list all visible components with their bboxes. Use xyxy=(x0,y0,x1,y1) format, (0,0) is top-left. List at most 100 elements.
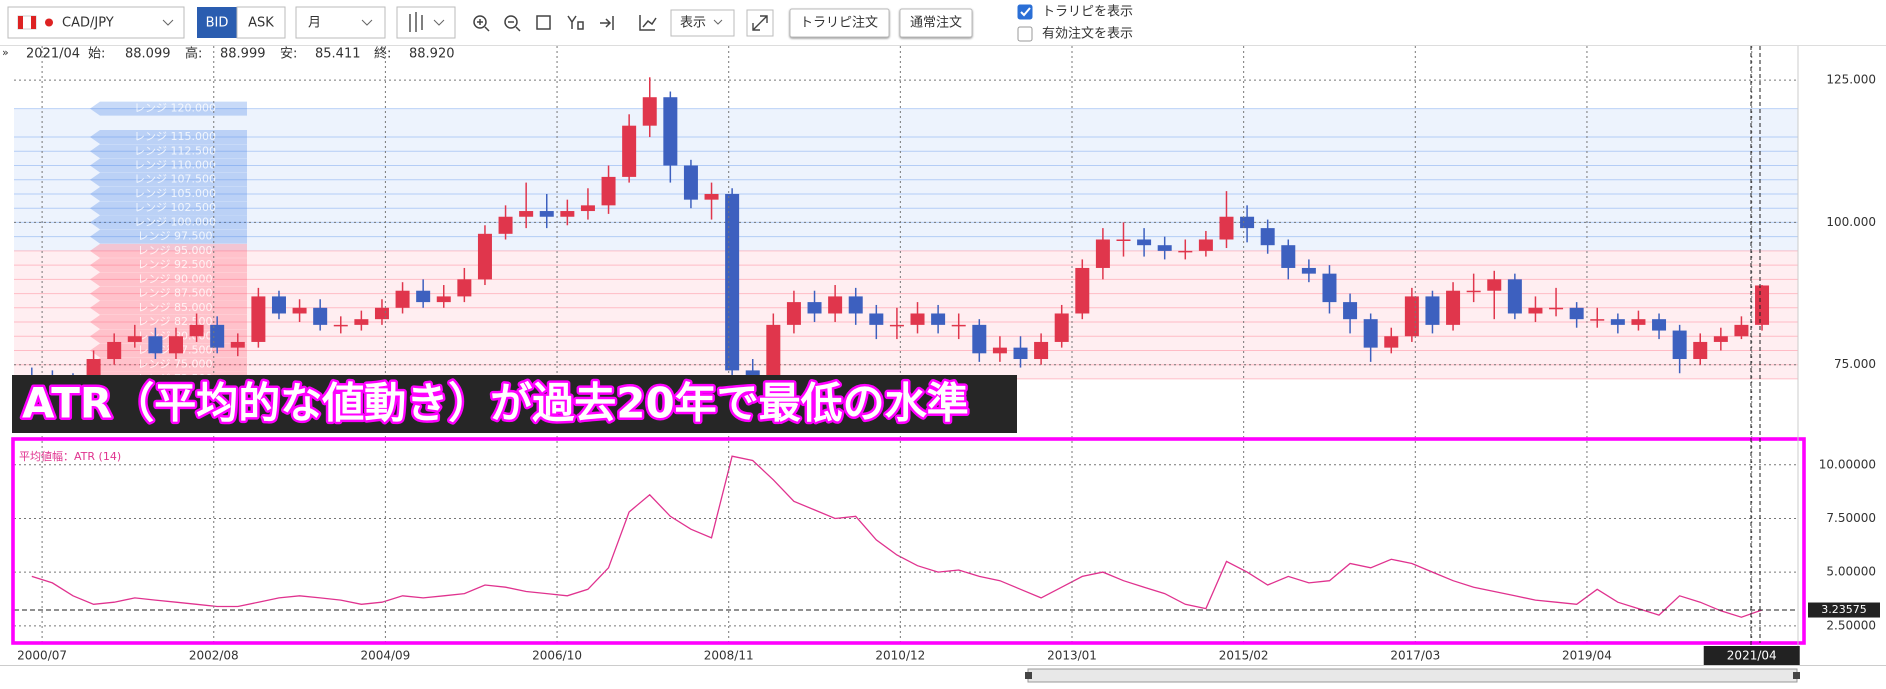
candle-body xyxy=(1466,290,1481,293)
axis-layer: » 2021/04 始: 88.099 高: 88.999 安: 85.411 … xyxy=(0,46,1886,683)
checkbox-label: 有効注文を表示 xyxy=(1042,27,1133,42)
scroll-handle[interactable] xyxy=(1793,672,1800,679)
info-label: 高: xyxy=(185,46,202,62)
range-label: レンジ 112.500 xyxy=(134,144,216,157)
normal-order-button[interactable] xyxy=(899,8,973,38)
x-tick-label: 2013/01 xyxy=(1047,649,1097,663)
candle-body xyxy=(519,211,534,217)
current-date-box xyxy=(1703,646,1800,665)
trarepi-order-button[interactable] xyxy=(789,8,890,38)
range-band xyxy=(14,108,1798,138)
indicator-title: 平均値幅：ATR (14) xyxy=(19,450,121,463)
y-tick-label: 100.000 xyxy=(1826,215,1876,229)
candle-body xyxy=(1116,239,1131,241)
chart-type-select[interactable] xyxy=(396,6,456,39)
scale-button[interactable] xyxy=(567,15,584,30)
chevron xyxy=(433,19,445,26)
display-select[interactable] xyxy=(670,9,735,37)
candle-body xyxy=(580,205,595,212)
candle-body xyxy=(1487,279,1502,291)
candle-body xyxy=(230,341,245,348)
candle-body xyxy=(1075,267,1090,314)
range-label-box xyxy=(90,172,247,187)
pair: CAD/JPY xyxy=(62,16,114,31)
candle-body xyxy=(271,296,286,314)
candle-body xyxy=(1363,319,1378,348)
zoom-in[interactable] xyxy=(473,15,487,29)
chevron xyxy=(162,19,174,26)
checkbox[interactable] xyxy=(1017,26,1033,42)
candle-body xyxy=(1631,319,1646,325)
range-band xyxy=(14,236,1798,251)
scroll-handle[interactable] xyxy=(1025,672,1032,679)
range-band xyxy=(14,179,1798,194)
candle-body xyxy=(704,193,719,200)
range-label: レンジ 82.500 xyxy=(138,315,213,328)
range-label-box xyxy=(90,186,247,201)
pair-select[interactable] xyxy=(7,6,185,39)
candle-body xyxy=(1260,228,1275,246)
range-band xyxy=(14,208,1798,223)
x-tick-label: 2015/02 xyxy=(1219,649,1269,663)
y-tick-label: 5.00000 xyxy=(1826,565,1876,579)
indicator-button[interactable] xyxy=(639,15,657,31)
candle-body xyxy=(1652,319,1667,331)
x-tick-label: 2000/07 xyxy=(17,649,67,663)
candle-body xyxy=(889,324,904,327)
checkbox[interactable] xyxy=(1017,4,1033,20)
button-label: トラリピ注文 xyxy=(800,16,878,31)
info-label: 安: xyxy=(280,47,297,62)
x-tick-label: 2021/04 xyxy=(1727,649,1777,663)
chevron xyxy=(361,19,373,26)
range-band xyxy=(14,193,1798,209)
candle-body xyxy=(1281,245,1296,268)
info-value: 85.411 xyxy=(315,47,361,62)
candle-body xyxy=(189,324,204,337)
ask-button[interactable] xyxy=(236,6,286,39)
candle-body xyxy=(210,324,225,348)
range-label: レンジ 100.000 xyxy=(134,215,216,228)
candle-body xyxy=(1528,307,1543,314)
range-band xyxy=(14,137,1798,152)
candle-body xyxy=(1610,319,1625,325)
range-label: レンジ 110.000 xyxy=(134,159,216,172)
scrollbar[interactable] xyxy=(1027,668,1798,683)
range-label: レンジ 92.500 xyxy=(138,258,213,271)
x-tick-label: 2010/12 xyxy=(875,649,925,663)
candle-body xyxy=(436,296,451,303)
candle-body xyxy=(477,233,492,280)
zoom-out[interactable] xyxy=(504,15,518,29)
candle-body xyxy=(1507,279,1522,314)
candle-body xyxy=(1734,324,1749,337)
candle-body xyxy=(683,165,698,200)
candle-body xyxy=(1590,319,1605,321)
range-label-box xyxy=(90,130,247,145)
candle-body xyxy=(1549,307,1564,310)
candle-body xyxy=(910,313,925,325)
range-band xyxy=(14,222,1798,237)
display: 表示 xyxy=(680,16,706,31)
range-label-box xyxy=(90,286,247,301)
x-tick-label: 2004/09 xyxy=(360,649,410,663)
candle-body xyxy=(766,324,781,382)
candle-body xyxy=(251,296,266,342)
bid-button[interactable] xyxy=(197,7,237,38)
candle-body xyxy=(416,290,431,303)
candle-body xyxy=(828,296,843,314)
collapse-icon[interactable]: » xyxy=(2,46,9,59)
range-label-box xyxy=(90,229,247,244)
check-mark xyxy=(1020,7,1031,17)
info-value: 88.999 xyxy=(220,47,266,62)
candle-body xyxy=(1178,250,1193,253)
range-label-box xyxy=(90,258,247,273)
fit-button[interactable] xyxy=(536,15,551,30)
candle-body xyxy=(127,336,142,342)
candle-body xyxy=(972,324,987,354)
candle-body xyxy=(560,211,575,217)
latest-button[interactable] xyxy=(600,16,614,30)
candle-body xyxy=(1755,285,1770,325)
range-band xyxy=(14,151,1798,166)
